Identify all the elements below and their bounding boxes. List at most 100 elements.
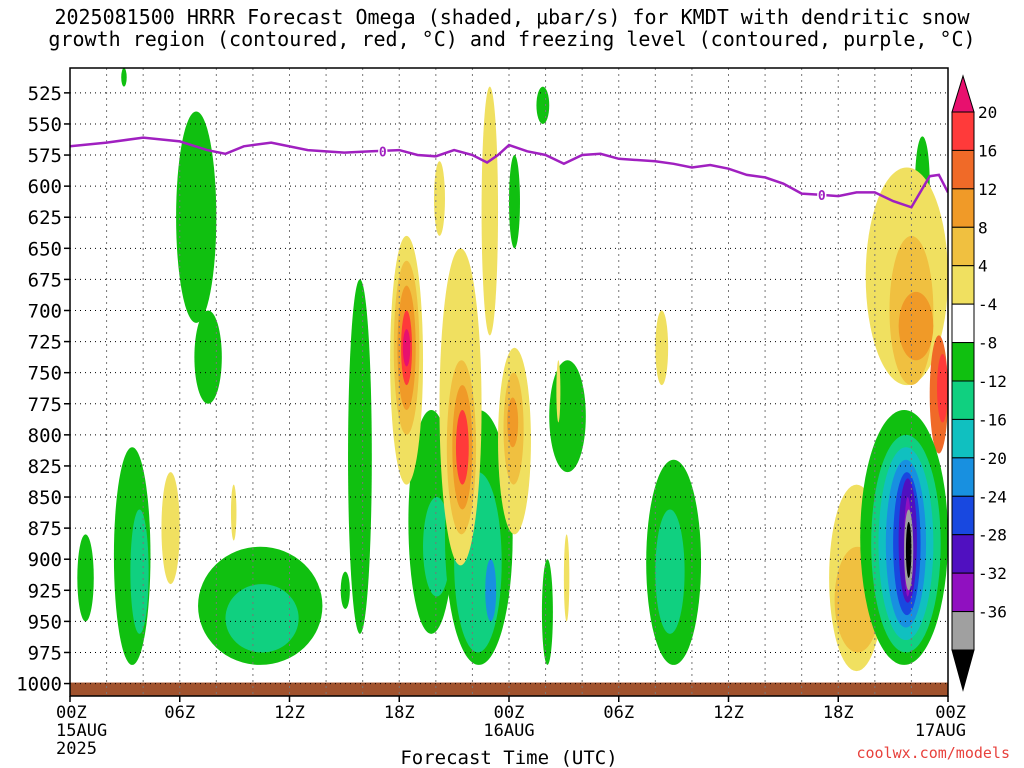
y-tick-label-525: 525 — [28, 83, 62, 105]
omega-region-15 — [549, 360, 586, 473]
omega-region-54 — [563, 534, 570, 622]
x-tick-label-30: 06Z — [603, 703, 634, 723]
colorbar-label-5: -4 — [978, 295, 997, 314]
y-tick-label-825: 825 — [28, 456, 62, 478]
colorbar-segment-8 — [951, 418, 975, 459]
colorbar-label-2: 12 — [978, 180, 997, 199]
colorbar-segment-3 — [951, 226, 975, 267]
y-tick-label-1000: 1000 — [16, 674, 62, 696]
omega-region-56 — [121, 68, 127, 87]
grid-layer — [70, 68, 948, 696]
x-tick-label-24: 00Z — [494, 703, 525, 723]
colorbar-segment-7 — [951, 380, 975, 420]
colorbar-label-6: -8 — [978, 334, 997, 353]
colorbar-label-0: 20 — [978, 103, 997, 122]
credit-text: coolwx.com/models — [856, 744, 1010, 762]
y-tick-label-850: 850 — [28, 487, 62, 509]
y-tick-label-550: 550 — [28, 114, 62, 136]
omega-region-13 — [509, 155, 520, 249]
y-tick-label-900: 900 — [28, 549, 62, 571]
x-tick-label-18: 18Z — [384, 703, 415, 723]
colorbar-segment-9 — [951, 457, 975, 497]
omega-region-0 — [176, 111, 217, 323]
omega-region-53 — [556, 360, 561, 423]
colorbar-segment-0 — [951, 111, 975, 151]
omega-region-9 — [423, 497, 451, 597]
colorbar-segment-13 — [951, 611, 975, 651]
colorbar-label-9: -20 — [978, 449, 1007, 468]
y-tick-label-700: 700 — [28, 300, 62, 322]
omega-region-6 — [225, 584, 299, 653]
colorbar-top-arrow — [951, 74, 975, 113]
omega-region-18 — [655, 509, 685, 634]
omega-region-51 — [230, 484, 237, 541]
omega-region-7 — [348, 279, 372, 634]
omega-shading-layer — [77, 68, 948, 672]
chart-title: 2025081500 HRRR Forecast Omega (shaded, … — [0, 6, 1024, 50]
colorbar-segment-10 — [951, 495, 975, 536]
x-tick-label-42: 18Z — [823, 703, 854, 723]
x-tick-label-36: 12Z — [713, 703, 744, 723]
colorbar-segment-2 — [951, 188, 975, 228]
y-tick-label-950: 950 — [28, 611, 62, 633]
x-tick-label-48: 00Z — [935, 703, 966, 723]
omega-region-3 — [130, 509, 149, 634]
y-tick-label-800: 800 — [28, 425, 62, 447]
y-tick-label-675: 675 — [28, 269, 62, 291]
y-tick-label-925: 925 — [28, 580, 62, 602]
colorbar-segment-1 — [951, 149, 975, 190]
x-date-label-0: 15AUG — [56, 721, 107, 741]
colorbar-label-1: 16 — [978, 141, 997, 160]
omega-region-35 — [905, 521, 912, 578]
omega-region-14 — [536, 86, 550, 124]
omega-region-4 — [77, 534, 94, 622]
omega-region-16 — [541, 559, 553, 665]
y-tick-label-750: 750 — [28, 363, 62, 385]
chart-title-line-2: growth region (contoured, red, °C) and f… — [48, 27, 976, 51]
freezing-level-label-1: 0 — [818, 189, 826, 204]
colorbar-segment-4 — [951, 265, 975, 305]
colorbar-bottom-arrow — [951, 649, 975, 692]
x-axis-title: Forecast Time (UTC) — [400, 747, 617, 768]
chart-title-line-1: 2025081500 HRRR Forecast Omega (shaded, … — [54, 5, 970, 29]
omega-region-46 — [434, 161, 445, 236]
colorbar-label-3: 8 — [978, 218, 988, 237]
omega-region-24 — [898, 291, 934, 361]
colorbar-label-11: -28 — [978, 526, 1007, 545]
colorbar-segment-6 — [951, 342, 975, 382]
colorbar-segment-5 — [951, 303, 975, 344]
colorbar-label-7: -12 — [978, 372, 1007, 391]
x-tick-label-0: 00Z — [56, 703, 87, 723]
colorbar-label-10: -24 — [978, 487, 1007, 506]
colorbar-label-4: 4 — [978, 257, 988, 276]
freezing-level-label-0: 0 — [379, 145, 387, 160]
y-tick-label-625: 625 — [28, 207, 62, 229]
y-tick-label-650: 650 — [28, 238, 62, 260]
x-year-label-0: 2025 — [56, 739, 97, 759]
y-tick-label-600: 600 — [28, 176, 62, 198]
y-tick-label-775: 775 — [28, 394, 62, 416]
omega-region-45 — [481, 86, 499, 336]
x-date-label-48: 17AUG — [915, 721, 966, 741]
y-tick-label-575: 575 — [28, 145, 62, 167]
freezing-level-line — [70, 136, 948, 209]
colorbar: 20 16 12 8 4 -4 -8 -12 -16 -20 -24 -28 -32 -36 — [951, 74, 1007, 692]
freezing-level-layer: 00 — [70, 136, 948, 209]
colorbar-label-8: -16 — [978, 410, 1007, 429]
y-tick-label-875: 875 — [28, 518, 62, 540]
y-axis: 525 550 575 600 625 650 675 700 725 750 775 800 825 8… — [16, 83, 70, 696]
omega-region-44 — [455, 409, 469, 485]
colorbar-label-13: -36 — [978, 603, 1007, 622]
x-tick-label-6: 06Z — [164, 703, 195, 723]
omega-region-26 — [937, 354, 948, 423]
x-date-label-24: 16AUG — [483, 721, 534, 741]
y-tick-label-725: 725 — [28, 332, 62, 354]
x-tick-label-12: 12Z — [274, 703, 305, 723]
y-tick-label-975: 975 — [28, 642, 62, 664]
colorbar-label-12: -32 — [978, 564, 1007, 583]
omega-region-1 — [194, 310, 222, 404]
omega-region-40 — [402, 329, 411, 367]
colorbar-segment-11 — [951, 534, 975, 574]
